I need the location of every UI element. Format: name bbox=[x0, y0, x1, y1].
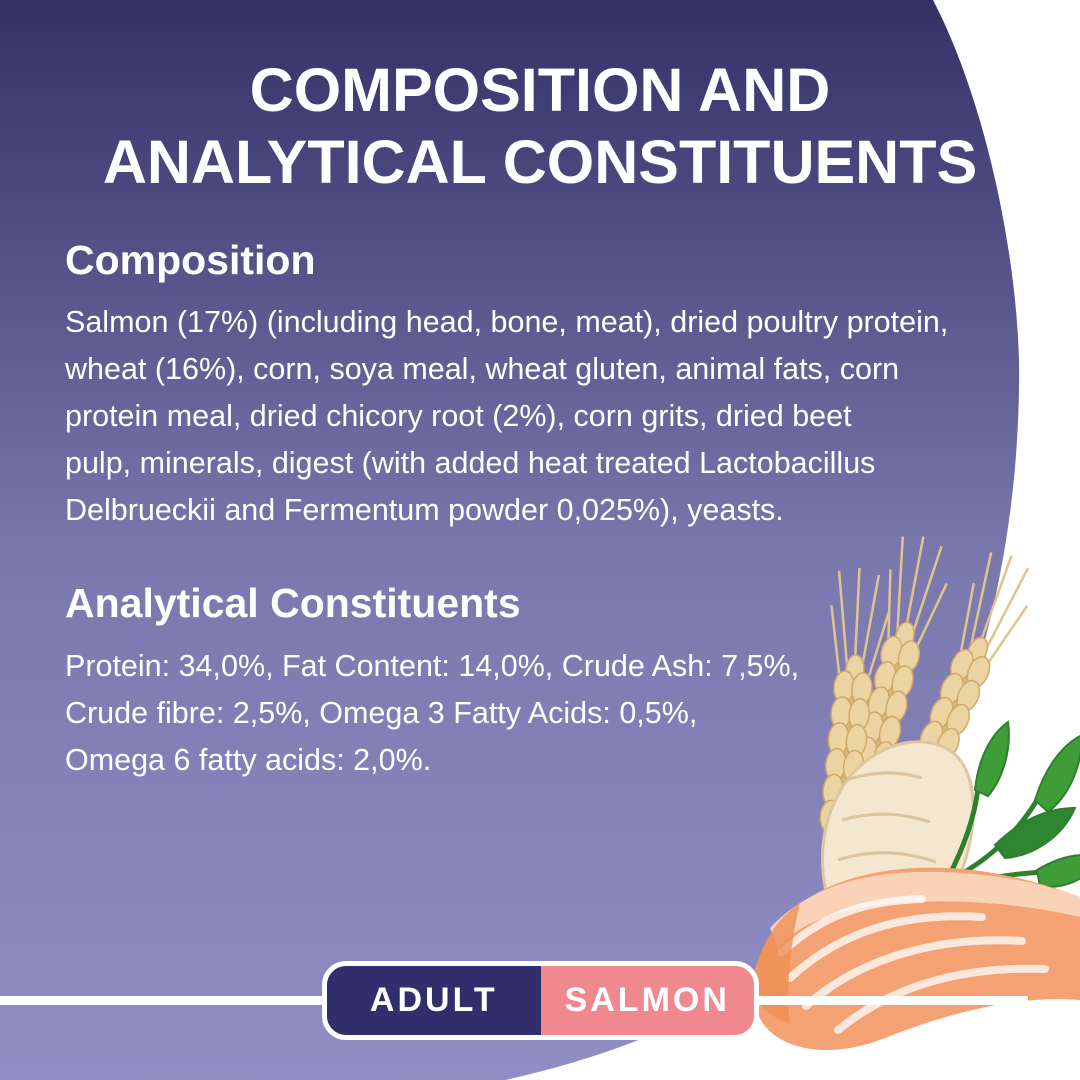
analytical-text: Protein: 34,0%, Fat Content: 14,0%, Crud… bbox=[65, 643, 799, 784]
composition-text-line: protein meal, dried chicory root (2%), c… bbox=[65, 399, 852, 433]
composition-text-line: pulp, minerals, digest (with added heat … bbox=[65, 446, 876, 480]
salmon-fillet-illustration bbox=[751, 867, 1080, 1050]
life-stage-flavor-badge: ADULT SALMON bbox=[322, 961, 759, 1040]
composition-text-line: wheat (16%), corn, soya meal, wheat glut… bbox=[65, 352, 900, 386]
flavor-badge: SALMON bbox=[540, 966, 754, 1035]
composition-text: Salmon (17%) (including head, bone, meat… bbox=[65, 299, 948, 534]
analytical-text-line: Crude fibre: 2,5%, Omega 3 Fatty Acids: … bbox=[65, 696, 698, 730]
composition-text-line: Salmon (17%) (including head, bone, meat… bbox=[65, 305, 949, 339]
analytical-heading: Analytical Constituents bbox=[65, 580, 521, 626]
analytical-text-line: Omega 6 fatty acids: 2,0%. bbox=[65, 743, 432, 777]
page-title-line: COMPOSITION AND bbox=[249, 56, 831, 124]
composition-heading: Composition bbox=[65, 237, 316, 283]
page-title: COMPOSITION AND ANALYTICAL CONSTITUENTS bbox=[0, 54, 1080, 198]
analytical-text-line: Protein: 34,0%, Fat Content: 14,0%, Crud… bbox=[65, 649, 800, 683]
life-stage-badge: ADULT bbox=[327, 966, 541, 1035]
page-title-line: ANALYTICAL CONSTITUENTS bbox=[102, 128, 978, 196]
composition-text-line: Delbrueckii and Fermentum powder 0,025%)… bbox=[65, 493, 784, 527]
